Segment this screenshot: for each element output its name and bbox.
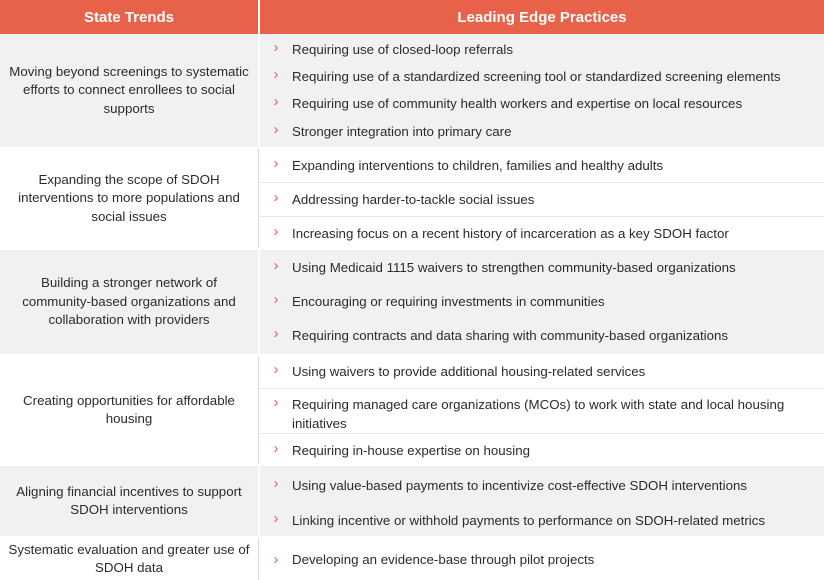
state-trend-cell: Creating opportunities for affordable ho… bbox=[23, 392, 235, 427]
practice-text: Encouraging or requiring investments in … bbox=[292, 294, 605, 309]
practice-text: Addressing harder-to-tackle social issue… bbox=[292, 192, 535, 207]
chevron-right-icon: › bbox=[273, 39, 279, 56]
practices-list: › Requiring use of closed-loop referrals… bbox=[260, 34, 824, 147]
practices-list: › Using Medicaid 1115 waivers to strengt… bbox=[260, 250, 824, 354]
practice-text: Stronger integration into primary care bbox=[292, 124, 512, 139]
practice-item: › Requiring in-house expertise on housin… bbox=[260, 433, 824, 464]
chevron-right-icon: › bbox=[273, 121, 279, 138]
table-row: Creating opportunities for affordable ho… bbox=[0, 356, 824, 466]
practice-item: › Addressing harder-to-tackle social iss… bbox=[260, 182, 824, 216]
practice-text: Requiring use of closed-loop referrals bbox=[292, 42, 513, 57]
state-trend-cell: Building a stronger network of community… bbox=[22, 275, 236, 328]
chevron-right-icon: › bbox=[273, 475, 279, 492]
state-trend-cell: Expanding the scope of SDOH intervention… bbox=[18, 171, 240, 224]
practice-item: › Requiring use of community health work… bbox=[260, 94, 824, 122]
practice-text: Using Medicaid 1115 waivers to strengthe… bbox=[292, 260, 736, 275]
table-header: State Trends Leading Edge Practices bbox=[0, 0, 824, 34]
practice-text: Requiring in-house expertise on housing bbox=[292, 443, 531, 458]
table-row: Systematic evaluation and greater use of… bbox=[0, 538, 824, 580]
column-divider bbox=[258, 356, 259, 464]
chevron-right-icon: › bbox=[273, 440, 279, 457]
table-row: Aligning financial incentives to support… bbox=[0, 466, 824, 538]
practice-item: › Requiring use of a standardized screen… bbox=[260, 67, 824, 94]
state-trend-cell: Aligning financial incentives to support… bbox=[16, 483, 242, 518]
practices-list: › Expanding interventions to children, f… bbox=[260, 149, 824, 248]
practice-item: › Requiring contracts and data sharing w… bbox=[260, 326, 824, 354]
header-state-trends: State Trends bbox=[83, 8, 175, 26]
column-divider bbox=[258, 538, 259, 580]
table-row: Moving beyond screenings to systematic e… bbox=[0, 34, 824, 149]
chevron-right-icon: › bbox=[273, 155, 279, 172]
chevron-right-icon: › bbox=[273, 394, 279, 411]
practice-item: › Encouraging or requiring investments i… bbox=[260, 292, 824, 326]
practice-text: Using waivers to provide additional hous… bbox=[292, 364, 646, 379]
chevron-right-icon: › bbox=[273, 550, 279, 568]
practice-item: › Using value-based payments to incentiv… bbox=[260, 476, 824, 511]
practice-item: › Increasing focus on a recent history o… bbox=[260, 216, 824, 248]
table-row: Expanding the scope of SDOH intervention… bbox=[0, 149, 824, 250]
practice-text: Linking incentive or withhold payments t… bbox=[292, 513, 765, 528]
chevron-right-icon: › bbox=[273, 257, 279, 274]
practice-text: Expanding interventions to children, fam… bbox=[292, 158, 664, 173]
practices-list: › Using waivers to provide additional ho… bbox=[260, 356, 824, 464]
header-divider bbox=[258, 0, 260, 34]
header-leading-edge-practices: Leading Edge Practices bbox=[457, 8, 627, 26]
chevron-right-icon: › bbox=[273, 93, 279, 110]
practice-item: › Requiring use of closed-loop referrals bbox=[260, 40, 824, 67]
chevron-right-icon: › bbox=[273, 325, 279, 342]
practice-item: › Developing an evidence-base through pi… bbox=[260, 550, 824, 569]
practice-item: › Linking incentive or withhold payments… bbox=[260, 511, 824, 536]
practice-item: › Requiring managed care organizations (… bbox=[260, 388, 824, 433]
column-divider bbox=[258, 466, 260, 536]
column-divider bbox=[258, 250, 260, 354]
column-divider bbox=[258, 149, 259, 248]
practice-item: › Stronger integration into primary care bbox=[260, 122, 824, 147]
chevron-right-icon: › bbox=[273, 189, 279, 206]
table-row: Building a stronger network of community… bbox=[0, 250, 824, 356]
practice-item: › Using waivers to provide additional ho… bbox=[260, 356, 824, 388]
chevron-right-icon: › bbox=[273, 291, 279, 308]
practice-text: Requiring managed care organizations (MC… bbox=[292, 397, 785, 431]
practice-item: › Using Medicaid 1115 waivers to strengt… bbox=[260, 258, 824, 292]
practice-text: Increasing focus on a recent history of … bbox=[292, 226, 729, 241]
practice-text: Developing an evidence-base through pilo… bbox=[292, 551, 595, 567]
practices-list: › Developing an evidence-base through pi… bbox=[260, 538, 824, 580]
practice-text: Requiring use of community health worker… bbox=[292, 96, 743, 111]
practice-text: Requiring contracts and data sharing wit… bbox=[292, 328, 729, 343]
chevron-right-icon: › bbox=[273, 223, 279, 240]
chevron-right-icon: › bbox=[273, 510, 279, 527]
chevron-right-icon: › bbox=[273, 361, 279, 378]
state-trend-cell: Systematic evaluation and greater use of… bbox=[8, 541, 250, 576]
practice-item: › Expanding interventions to children, f… bbox=[260, 149, 824, 182]
practice-text: Requiring use of a standardized screenin… bbox=[292, 69, 781, 84]
column-divider bbox=[258, 34, 260, 147]
practice-text: Using value-based payments to incentiviz… bbox=[292, 478, 748, 493]
chevron-right-icon: › bbox=[273, 66, 279, 83]
practices-list: › Using value-based payments to incentiv… bbox=[260, 466, 824, 536]
state-trend-cell: Moving beyond screenings to systematic e… bbox=[9, 63, 249, 116]
